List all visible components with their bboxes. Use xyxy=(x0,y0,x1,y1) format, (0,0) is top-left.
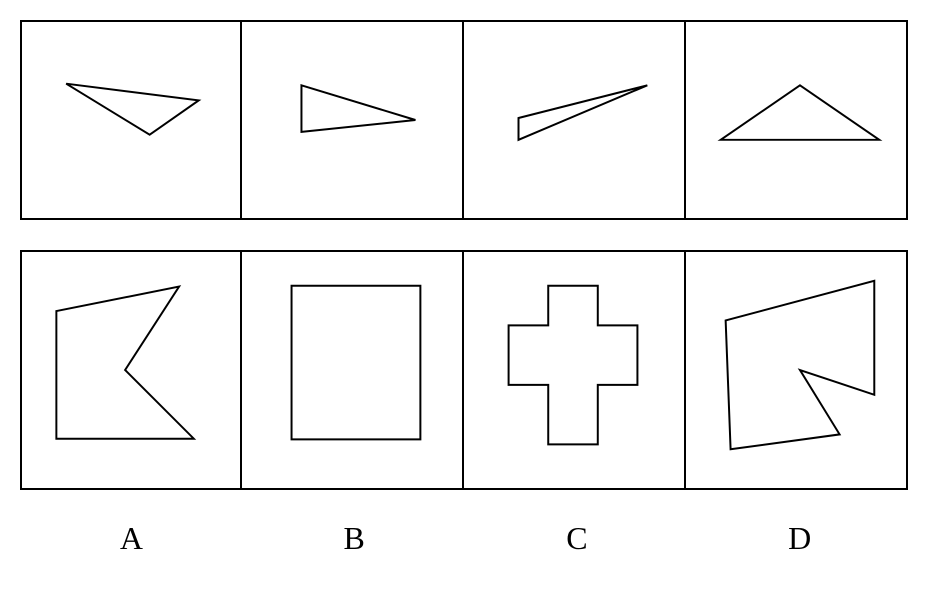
shape-polygon xyxy=(509,286,638,445)
square-shape xyxy=(242,250,462,490)
option-labels-row: ABCD xyxy=(20,520,911,557)
shape-polygon xyxy=(292,286,421,440)
shape-polygon xyxy=(721,85,880,140)
shape-polygon xyxy=(726,281,875,449)
triangle-shape xyxy=(22,20,240,220)
shape-polygon xyxy=(56,287,193,439)
grid-cell xyxy=(464,20,686,220)
option-label: D xyxy=(688,520,911,557)
triangle-shape xyxy=(242,20,462,220)
triangle-shape xyxy=(686,20,906,220)
triangle-shape xyxy=(464,20,684,220)
option-label: A xyxy=(20,520,243,557)
option-label: C xyxy=(466,520,689,557)
grid-cell xyxy=(20,250,242,490)
grid-cell xyxy=(464,250,686,490)
shape-polygon xyxy=(301,85,415,132)
shape-polygon xyxy=(66,84,199,135)
bottom-row xyxy=(20,250,911,490)
top-row xyxy=(20,20,911,220)
concave-pentagon-shape xyxy=(22,250,240,490)
grid-cell xyxy=(242,250,464,490)
grid-cell xyxy=(20,20,242,220)
figure-container: ABCD xyxy=(20,20,911,557)
option-label: B xyxy=(243,520,466,557)
grid-cell xyxy=(686,20,908,220)
grid-cell xyxy=(686,250,908,490)
concave-polygon-shape xyxy=(686,250,906,490)
cross-shape xyxy=(464,250,684,490)
grid-cell xyxy=(242,20,464,220)
shape-polygon xyxy=(519,85,648,140)
